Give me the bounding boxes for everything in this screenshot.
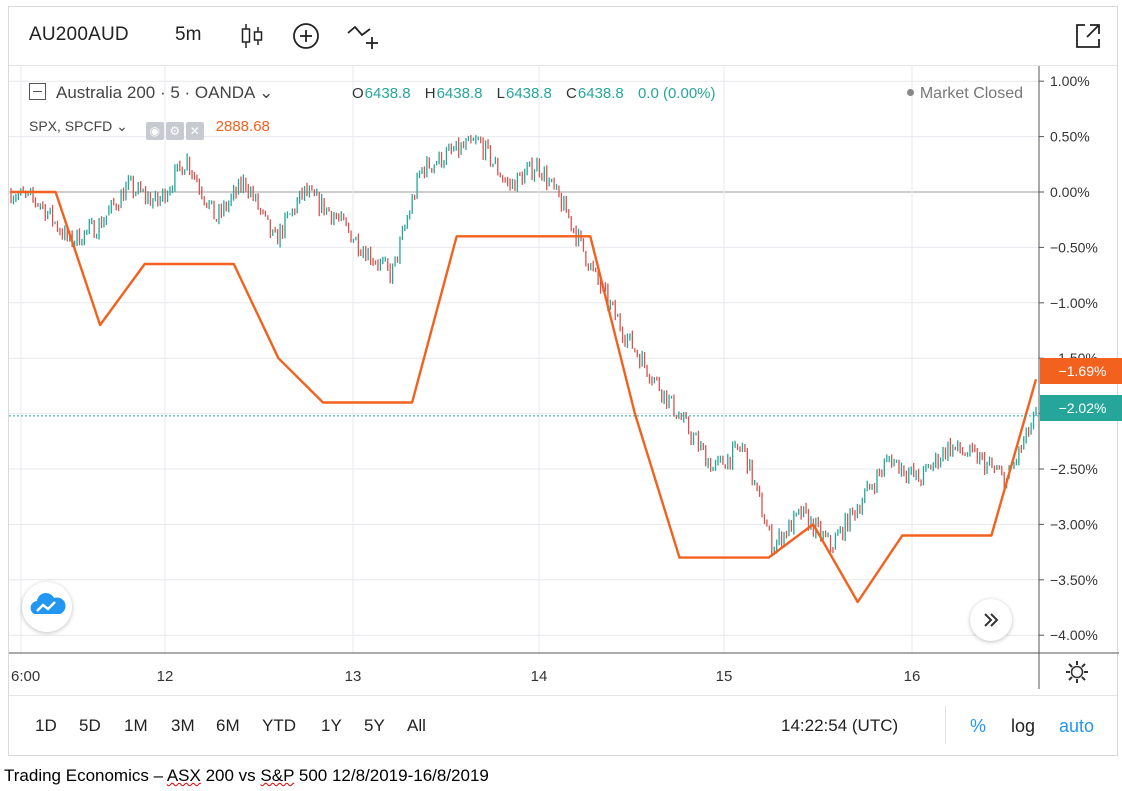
range-5d[interactable]: 5D [79, 716, 101, 735]
ohlc-close-value: 6438.8 [577, 85, 624, 102]
caption-part: 500 12/8/2019-16/8/2019 [294, 766, 489, 785]
caption-part: Trading Economics – [4, 766, 167, 785]
y-tick-label: −4.00% [1050, 627, 1098, 643]
candles-icon[interactable] [235, 19, 269, 53]
auto-scale-toggle[interactable]: auto [1059, 716, 1095, 736]
y-tick-label: 0.50% [1050, 129, 1090, 145]
indicators-icon[interactable] [345, 19, 379, 53]
divider [945, 706, 946, 744]
x-tick-label: 12 [157, 668, 174, 685]
market-status: Market Closed [906, 85, 1023, 103]
expand-icon[interactable] [1073, 21, 1103, 51]
tradingview-logo-button[interactable] [22, 582, 72, 632]
top-toolbar: AU200AUD 5m [9, 7, 1117, 66]
spx-series-line [11, 190, 1038, 604]
caption-part: ASX [166, 766, 201, 785]
compare-add-icon[interactable] [289, 19, 323, 53]
settings-gear-icon[interactable]: ⚙ [165, 122, 184, 140]
y-tick-label: −3.50% [1050, 572, 1098, 588]
market-status-text: Market Closed [919, 85, 1023, 102]
range-1y[interactable]: 1Y [321, 716, 342, 735]
utc-clock[interactable]: 14:22:54 (UTC) [781, 716, 899, 735]
ohlc-open-label: O [352, 85, 364, 102]
figure-caption: Trading Economics – ASX 200 vs S&P 500 1… [4, 766, 489, 786]
interval-selector[interactable]: 5m [175, 24, 202, 45]
ohlc-values: O6438.8 H6438.8 L6438.8 C6438.8 0.0 (0.0… [352, 85, 726, 102]
spx-last-price-tag: −1.69% [1040, 358, 1122, 384]
visibility-eye-icon[interactable]: ◉ [145, 122, 164, 140]
x-tick-label: 16 [904, 668, 921, 685]
range-3m[interactable]: 3M [171, 716, 195, 735]
range-1m[interactable]: 1M [124, 716, 148, 735]
chart-area[interactable]: 1.00%0.50%0.00%−0.50%−1.00%−1.50%−2.00%−… [9, 66, 1119, 689]
compare-series-value: 2888.68 [215, 118, 270, 135]
x-tick-label: 15 [716, 668, 733, 685]
scroll-to-realtime-button[interactable] [970, 599, 1012, 641]
double-chevron-right-icon [984, 613, 999, 627]
log-scale-toggle[interactable]: log [1011, 716, 1036, 736]
ohlc-high-label: H [424, 85, 436, 102]
ohlc-low-value: 6438.8 [505, 85, 552, 102]
settings-gear-icon[interactable] [1064, 659, 1090, 685]
range-5y[interactable]: 5Y [364, 716, 385, 735]
cloud-chart-icon [30, 593, 66, 614]
bottom-toolbar: 1D 5D 1M 3M 6M YTD 1Y 5Y All 14:22:54 (U… [9, 695, 1117, 756]
ohlc-high-value: 6438.8 [436, 85, 483, 102]
chart-widget: AU200AUD 5m 1.00% 0.50% 0.00% −0.50% −1.00% −… [8, 6, 1122, 756]
symbol-search[interactable]: AU200AUD [29, 24, 129, 45]
chevron-down-icon[interactable]: ⌄ [116, 118, 128, 134]
percent-scale-toggle[interactable]: % [970, 716, 987, 736]
compare-series-name[interactable]: SPX, SPCFD [29, 118, 113, 134]
main-series-legend[interactable]: Australia 200 · 5 · OANDA ⌄ [29, 83, 273, 103]
compare-series-legend[interactable]: SPX, SPCFD ⌄ ◉ ⚙ ✕ 2888.68 [29, 118, 270, 140]
range-6m[interactable]: 6M [216, 716, 240, 735]
caption-part: S&P [260, 766, 295, 785]
main-series-name[interactable]: Australia 200 · 5 · OANDA [56, 83, 255, 102]
y-tick-label: −0.50% [1050, 239, 1098, 255]
ohlc-change: 0.0 (0.00%) [637, 85, 716, 102]
price-chart[interactable]: 1.00%0.50%0.00%−0.50%−1.00%−1.50%−2.00%−… [9, 66, 1119, 689]
x-tick-label: 14 [531, 668, 548, 685]
ohlc-close-label: C [566, 85, 577, 102]
chevron-down-icon[interactable]: ⌄ [259, 83, 274, 102]
ohlc-low-label: L [496, 85, 505, 102]
range-1d[interactable]: 1D [35, 716, 57, 735]
y-tick-label: −3.00% [1050, 516, 1098, 532]
y-tick-label: −1.00% [1050, 295, 1098, 311]
y-tick-label: −2.50% [1050, 461, 1098, 477]
remove-close-icon[interactable]: ✕ [185, 122, 204, 140]
status-dot-icon [906, 89, 914, 96]
caption-part: 200 vs [200, 766, 261, 785]
ohlc-open-value: 6438.8 [364, 85, 411, 102]
x-tick-label: 6:00 [11, 668, 40, 685]
collapse-legend-icon[interactable] [29, 83, 46, 100]
au200-last-price-tag: −2.02% [1040, 395, 1122, 421]
range-ytd[interactable]: YTD [262, 716, 296, 735]
x-tick-label: 13 [345, 668, 362, 685]
y-tick-label: 1.00% [1050, 73, 1090, 89]
range-all[interactable]: All [407, 716, 426, 735]
y-tick-label: 0.00% [1050, 184, 1090, 200]
